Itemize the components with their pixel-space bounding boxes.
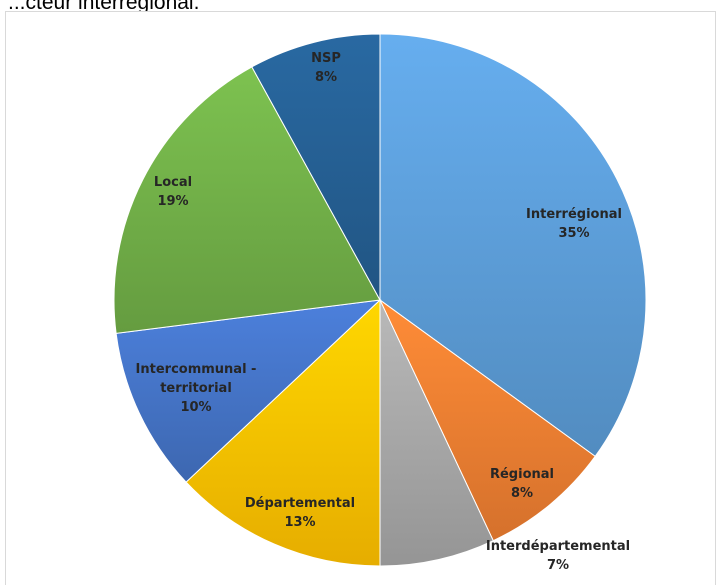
slice-category-label: Interrégional — [526, 207, 622, 222]
slice-category-label: Interdépartemental — [486, 539, 630, 554]
slice-category-label: Départemental — [245, 496, 355, 511]
slice-percent-label: 10% — [180, 400, 211, 415]
slice-percent-label: 8% — [511, 486, 533, 501]
slice-data-label: Local 19% — [154, 175, 192, 209]
heading-text: ...cteur interrégional. — [8, 0, 200, 14]
slice-category-label: Local — [154, 175, 192, 190]
slice-category-label: NSP — [311, 51, 341, 66]
slice-data-label: Interrégional 35% — [526, 207, 622, 241]
slice-data-label: Interdépartemental 7% — [486, 539, 630, 573]
slice-percent-label: 13% — [284, 515, 315, 530]
pie-slice-interrégional — [379, 33, 647, 458]
pie-slice-régional — [379, 299, 596, 542]
slice-percent-label: 19% — [157, 194, 188, 209]
pie-slice-interdépartemental — [379, 299, 494, 567]
slice-percent-label: 7% — [547, 558, 569, 573]
slice-data-label: Départemental 13% — [245, 496, 355, 530]
slice-data-label: Régional 8% — [490, 467, 554, 501]
slice-category-label: Intercommunal - — [136, 362, 257, 377]
slice-category-label: territorial — [160, 381, 232, 396]
slice-category-label: Régional — [490, 467, 554, 482]
slice-percent-label: 35% — [558, 226, 589, 241]
pie-slice-intercommunal-territorial — [115, 299, 382, 483]
pie-slice-départemental — [185, 298, 381, 567]
pie-slice-local — [113, 66, 381, 334]
pie-slice-nsp — [251, 33, 381, 301]
slice-data-label: Intercommunal - territorial 10% — [136, 362, 257, 415]
slice-data-label: NSP 8% — [311, 51, 341, 85]
slice-percent-label: 8% — [315, 70, 337, 85]
